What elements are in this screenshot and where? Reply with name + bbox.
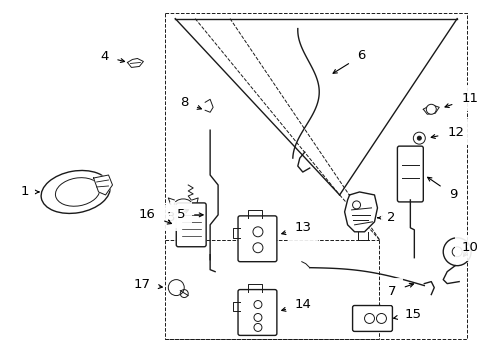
Polygon shape bbox=[344, 192, 377, 232]
Text: 4: 4 bbox=[100, 50, 124, 63]
Text: 3: 3 bbox=[166, 210, 188, 224]
Text: 6: 6 bbox=[332, 49, 365, 73]
Text: 16: 16 bbox=[138, 208, 171, 224]
Polygon shape bbox=[93, 175, 112, 195]
FancyBboxPatch shape bbox=[238, 289, 276, 336]
Text: 5: 5 bbox=[176, 208, 203, 221]
Text: 12: 12 bbox=[430, 126, 463, 139]
Text: 10: 10 bbox=[460, 241, 477, 256]
Text: 14: 14 bbox=[281, 298, 311, 311]
Text: 7: 7 bbox=[386, 283, 413, 298]
FancyBboxPatch shape bbox=[238, 216, 276, 262]
Text: 8: 8 bbox=[180, 96, 201, 109]
Text: 11: 11 bbox=[444, 92, 477, 108]
FancyBboxPatch shape bbox=[176, 203, 206, 247]
Text: 15: 15 bbox=[393, 308, 421, 321]
Text: 1: 1 bbox=[20, 185, 39, 198]
FancyBboxPatch shape bbox=[352, 306, 392, 332]
Text: 13: 13 bbox=[281, 221, 311, 235]
Text: 9: 9 bbox=[427, 177, 457, 202]
Text: 17: 17 bbox=[133, 278, 162, 291]
Circle shape bbox=[426, 104, 435, 114]
Circle shape bbox=[416, 136, 421, 140]
Text: 2: 2 bbox=[377, 211, 395, 224]
